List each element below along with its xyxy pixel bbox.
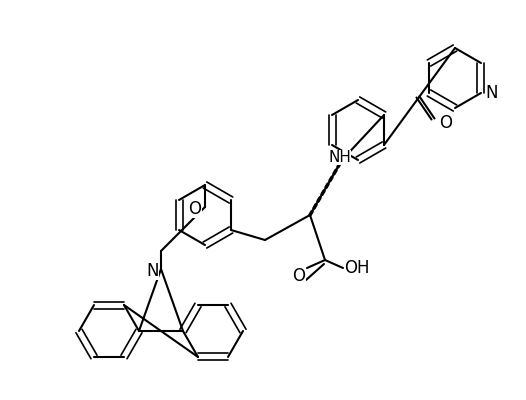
Text: O: O bbox=[188, 200, 201, 218]
Text: N: N bbox=[485, 84, 498, 102]
Text: OH: OH bbox=[344, 259, 370, 277]
Text: N: N bbox=[147, 262, 159, 280]
Text: NH: NH bbox=[329, 150, 351, 164]
Text: O: O bbox=[292, 267, 306, 285]
Text: O: O bbox=[440, 114, 452, 132]
